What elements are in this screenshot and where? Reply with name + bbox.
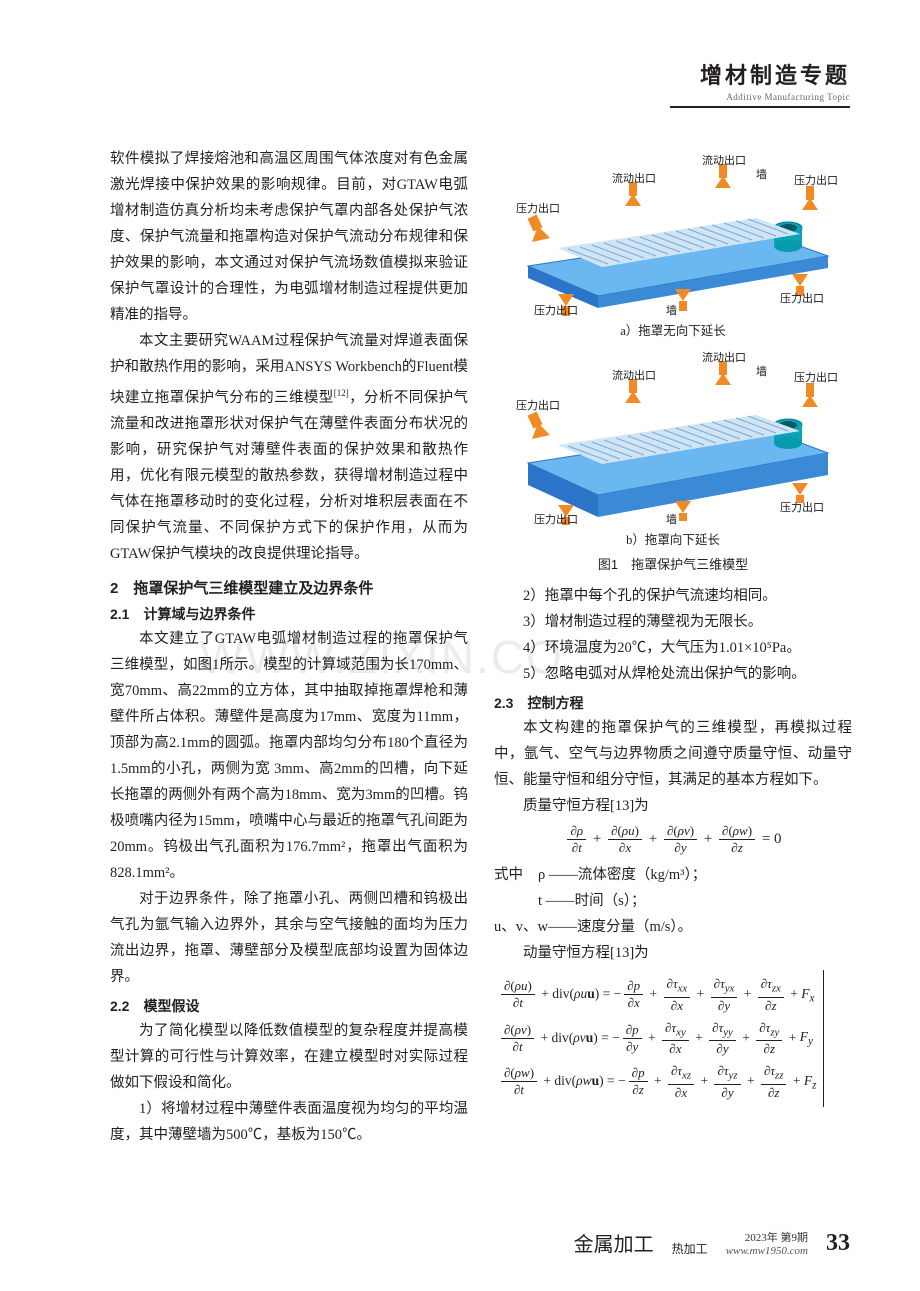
issue-label: 2023年 第9期 — [745, 1232, 808, 1244]
left-column: 软件模拟了焊接熔池和高温区周围气体浓度对有色金属激光焊接中保护效果的影响规律。目… — [110, 146, 468, 1148]
svg-text:流动出口: 流动出口 — [702, 350, 746, 364]
footer-meta: 2023年 第9期 www.mw1950.com — [726, 1229, 808, 1257]
footer-url: www.mw1950.com — [726, 1245, 808, 1257]
page-number: 33 — [826, 1230, 850, 1257]
para-5: 为了简化模型以降低数值模型的复杂程度并提高模型计算的可行性与计算效率，在建立模型… — [110, 1018, 468, 1096]
where-label: 式中 — [494, 862, 538, 888]
fig1a-caption: a）拖罩无向下延长 — [494, 320, 852, 339]
topic-cn: 增材制造专题 — [670, 58, 850, 90]
para-6: 1）将增材过程中薄壁件表面温度视为均匀的平均温度，其中薄壁墙为500℃，基板为1… — [110, 1096, 468, 1148]
assumption-5: 5）忽略电弧对从焊枪处流出保护气的影响。 — [494, 661, 852, 687]
ref-12: [12] — [334, 388, 349, 398]
where-block: 式中ρ ——流体密度（kg/m³）； t ——时间（s）； u、v、w——速度分… — [494, 862, 852, 940]
svg-text:墙: 墙 — [756, 167, 767, 181]
svg-text:流动出口: 流动出口 — [612, 368, 656, 382]
topic-en: Additive Manufacturing Topic — [670, 92, 850, 102]
svg-text:墙: 墙 — [666, 512, 677, 525]
svg-text:压力出口: 压力出口 — [534, 303, 578, 316]
svg-text:压力出口: 压力出口 — [794, 370, 838, 384]
fig1-title: 图1 拖罩保护气三维模型 — [494, 554, 852, 573]
momentum-eq-label: 动量守恒方程[13]为 — [494, 940, 852, 966]
page-body: 软件模拟了焊接熔池和高温区周围气体浓度对有色金属激光焊接中保护效果的影响规律。目… — [0, 0, 920, 1188]
h2-section-2: 2 拖罩保护气三维模型建立及边界条件 — [110, 577, 468, 598]
fig1a-svg: 压力出口 流动出口 流动出口 墙 压力出口 压力出口 墙 压力出口 — [508, 146, 838, 316]
svg-text:流动出口: 流动出口 — [612, 171, 656, 185]
svg-text:压力出口: 压力出口 — [794, 173, 838, 187]
momentum-equations: ∂(ρu)∂t + div(ρuu) = −∂p∂x + ∂τxx∂x + ∂τ… — [494, 970, 852, 1107]
para-2b: ，分析不同保护气流量和改进拖罩形状对保护气在薄壁件表面分布状况的影响，研究保护气… — [110, 390, 468, 562]
para-4: 对于边界条件，除了拖罩小孔、两侧凹槽和钨极出气孔为氩气输入边界外，其余与空气接触… — [110, 886, 468, 990]
header-topic: 增材制造专题 Additive Manufacturing Topic — [670, 58, 850, 108]
where-rho: ρ ——流体密度（kg/m³）； — [538, 862, 706, 888]
svg-text:流动出口: 流动出口 — [702, 153, 746, 167]
svg-text:墙: 墙 — [756, 364, 767, 378]
journal-label: 热加工 — [672, 1240, 708, 1257]
assumption-4: 4）环境温度为20℃，大气压为1.01×10⁵Pa。 — [494, 635, 852, 661]
svg-text:压力出口: 压力出口 — [780, 500, 824, 514]
figure-1a: 压力出口 流动出口 流动出口 墙 压力出口 压力出口 墙 压力出口 — [494, 146, 852, 316]
h3-2-1: 2.1 计算域与边界条件 — [110, 604, 468, 624]
mass-equation: ∂ρ∂t + ∂(ρu)∂x + ∂(ρv)∂y + ∂(ρw)∂z = 0 — [494, 823, 852, 856]
h3-2-3: 2.3 控制方程 — [494, 693, 852, 713]
lbl-pout: 压力出口 — [516, 201, 560, 215]
svg-text:压力出口: 压力出口 — [780, 291, 824, 305]
fig1b-caption: b）拖罩向下延长 — [494, 529, 852, 548]
figure-1b: 压力出口 流动出口 流动出口 墙 压力出口 压力出口 墙 压力出口 — [494, 345, 852, 525]
para-3: 本文建立了GTAW电弧增材制造过程的拖罩保护气三维模型，如图1所示。模型的计算域… — [110, 626, 468, 886]
mass-eq-label: 质量守恒方程[13]为 — [494, 793, 852, 819]
svg-text:压力出口: 压力出口 — [516, 398, 560, 412]
assumption-2: 2）拖罩中每个孔的保护气流速均相同。 — [494, 583, 852, 609]
svg-text:压力出口: 压力出口 — [534, 512, 578, 525]
fig1b-svg: 压力出口 流动出口 流动出口 墙 压力出口 压力出口 墙 压力出口 — [508, 345, 838, 525]
para-1: 软件模拟了焊接熔池和高温区周围气体浓度对有色金属激光焊接中保护效果的影响规律。目… — [110, 146, 468, 328]
where-uvw: u、v、w——速度分量（m/s）。 — [494, 914, 852, 940]
header-rule — [670, 106, 850, 108]
journal-name: 金属加工 — [574, 1228, 654, 1257]
assumption-3: 3）增材制造过程的薄壁视为无限长。 — [494, 609, 852, 635]
page-footer: 金属加工 热加工 2023年 第9期 www.mw1950.com 33 — [110, 1228, 850, 1257]
h3-2-2: 2.2 模型假设 — [110, 996, 468, 1016]
svg-text:墙: 墙 — [666, 303, 677, 316]
para-7: 本文构建的拖罩保护气的三维模型，再模拟过程中，氩气、空气与边界物质之间遵守质量守… — [494, 715, 852, 793]
where-t: t ——时间（s）； — [538, 888, 646, 914]
right-column: 压力出口 流动出口 流动出口 墙 压力出口 压力出口 墙 压力出口 a）拖罩无向… — [494, 146, 852, 1148]
para-2: 本文主要研究WAAM过程保护气流量对焊道表面保护和散热作用的影响，采用ANSYS… — [110, 328, 468, 567]
